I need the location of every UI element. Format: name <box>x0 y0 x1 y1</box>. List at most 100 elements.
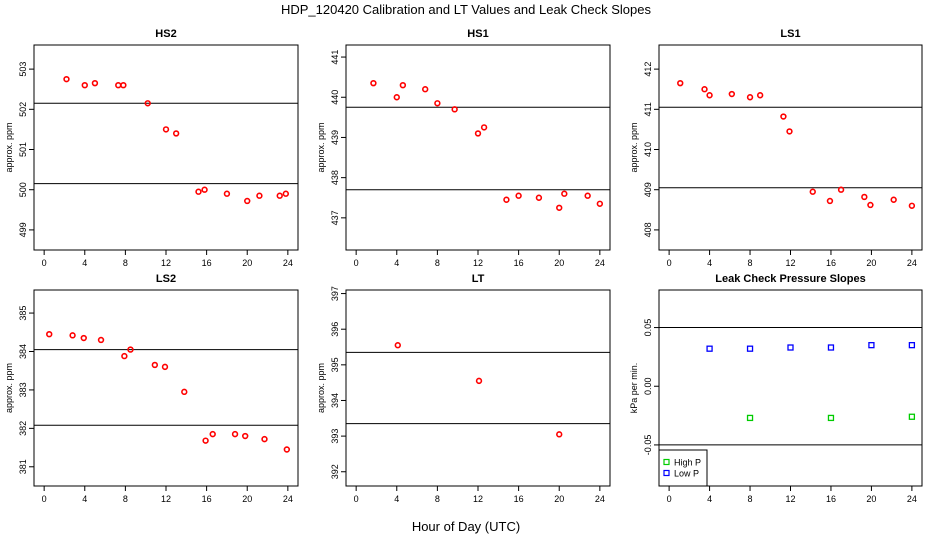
x-tick-label: 20 <box>866 258 876 268</box>
data-point <box>81 81 88 89</box>
panel-hs2: HS2 0 4 8 12 16 20 24 499 500 501 502 503 approx. ppm <box>4 28 299 268</box>
data-point <box>399 81 407 89</box>
panel-lt: LT 0 4 8 12 16 20 24 392 393 394 395 396 397 approx. p… <box>316 273 611 504</box>
data-point <box>46 330 53 338</box>
x-tick-label: 8 <box>435 258 440 268</box>
x-tick-label: 8 <box>123 494 128 504</box>
data-point <box>728 90 736 98</box>
data-point <box>69 332 76 339</box>
data-point <box>890 196 897 203</box>
data-point <box>121 352 128 360</box>
legend-label: Low P <box>674 469 699 479</box>
y-tick-label: 440 <box>330 90 340 105</box>
y-axis-label: approx. ppm <box>629 122 639 172</box>
data-point <box>172 130 180 137</box>
data-point <box>827 414 835 422</box>
panel-title: HS1 <box>467 28 488 40</box>
data-point <box>706 345 713 352</box>
data-point <box>677 79 684 87</box>
y-tick-label: 439 <box>330 130 340 145</box>
panel-title: HS2 <box>155 28 176 40</box>
data-point <box>261 435 268 443</box>
data-point <box>422 86 429 93</box>
plot-frame <box>345 289 611 487</box>
data-point <box>475 377 483 385</box>
data-point <box>701 86 708 93</box>
y-tick-label: 392 <box>330 464 340 479</box>
y-tick-label: 501 <box>18 142 28 157</box>
data-point <box>837 186 845 193</box>
figure-title: HDP_120420 Calibration and LT Values and… <box>281 2 652 17</box>
data-point <box>706 92 713 99</box>
x-tick-label: 24 <box>595 258 605 268</box>
y-tick-label: 502 <box>18 102 28 117</box>
data-point <box>209 430 216 438</box>
y-tick-label: 0.00 <box>643 377 653 395</box>
x-tick-label: 16 <box>514 258 524 268</box>
data-point <box>201 186 208 193</box>
x-tick-label: 4 <box>707 494 712 504</box>
data-point <box>908 202 916 209</box>
y-tick-label: 381 <box>18 459 28 474</box>
data-point <box>867 201 874 209</box>
data-point <box>596 200 604 207</box>
x-tick-label: 12 <box>785 258 795 268</box>
x-tick-label: 24 <box>595 494 605 504</box>
data-point <box>868 342 875 349</box>
x-tick-label: 16 <box>826 258 836 268</box>
y-axis-label: approx. ppm <box>316 122 326 172</box>
data-point <box>515 192 522 199</box>
data-point <box>282 190 290 197</box>
data-point <box>451 106 458 113</box>
x-tick-label: 8 <box>748 258 753 268</box>
data-point <box>556 431 563 438</box>
data-point <box>63 75 70 83</box>
x-tick-label: 0 <box>354 258 359 268</box>
x-tick-label: 24 <box>283 494 293 504</box>
figure-xlabel: Hour of Day (UTC) <box>412 519 520 534</box>
y-axis-label: approx. ppm <box>316 363 326 413</box>
y-tick-label: 383 <box>18 382 28 397</box>
x-tick-label: 4 <box>394 258 399 268</box>
data-point <box>535 194 543 201</box>
y-tick-label: 393 <box>330 429 340 444</box>
x-tick-label: 0 <box>42 258 47 268</box>
x-tick-label: 0 <box>42 494 47 504</box>
data-point <box>780 113 787 120</box>
panel-ls2: LS2 0 4 8 12 16 20 24 381 382 383 384 385 approx. ppm <box>4 273 299 504</box>
data-point <box>908 342 916 349</box>
x-tick-label: 20 <box>866 494 876 504</box>
x-tick-label: 12 <box>161 494 171 504</box>
data-point <box>861 193 868 201</box>
data-point <box>827 344 835 351</box>
data-point <box>80 334 87 342</box>
panel-title: LS2 <box>156 273 176 285</box>
data-point <box>115 81 122 89</box>
y-tick-label: 409 <box>643 182 653 197</box>
data-point <box>787 344 794 351</box>
data-point <box>144 100 151 107</box>
data-point <box>161 363 169 371</box>
data-point <box>195 188 202 195</box>
panel-title: LT <box>472 273 485 285</box>
data-point <box>826 197 834 205</box>
data-point <box>276 192 283 199</box>
y-axis-label: kPa per min. <box>629 363 639 414</box>
data-point <box>786 128 793 135</box>
y-tick-label: 395 <box>330 357 340 372</box>
data-point <box>97 336 105 344</box>
x-tick-label: 16 <box>826 494 836 504</box>
legend-label: High P <box>674 458 701 468</box>
data-point <box>283 446 291 453</box>
data-point <box>474 130 482 137</box>
panel-ls1: LS1 0 4 8 12 16 20 24 408 409 410 411 412 approx. ppm <box>629 28 923 268</box>
data-point <box>151 361 159 369</box>
y-tick-label: 384 <box>18 344 28 359</box>
data-point <box>242 432 249 440</box>
x-tick-label: 24 <box>283 258 293 268</box>
data-point <box>503 196 510 203</box>
x-tick-label: 16 <box>202 494 212 504</box>
x-tick-label: 12 <box>785 494 795 504</box>
